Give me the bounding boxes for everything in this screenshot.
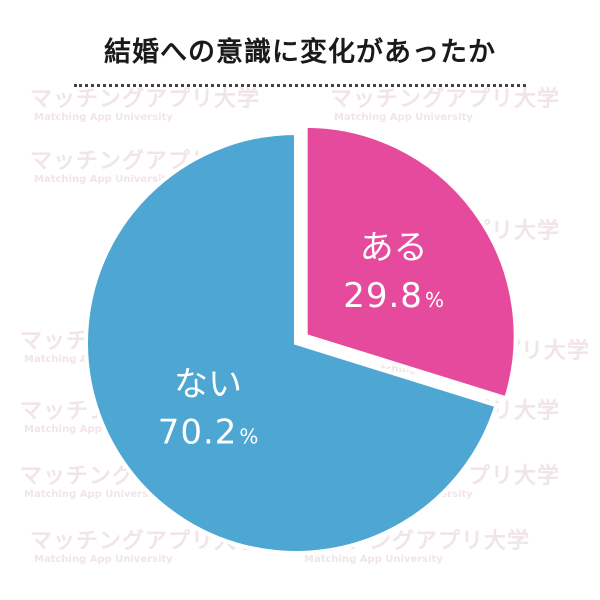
pie-slice-ない (84, 130, 500, 555)
slice-value-ない: 70.2% (158, 413, 259, 453)
title-divider (74, 84, 526, 87)
slice-label-ある: ある (360, 228, 428, 268)
slice-label-ない: ない (174, 365, 242, 405)
pie-slice-ある (303, 123, 518, 401)
chart-title: 結婚への意識に変化があったか (104, 37, 496, 68)
slice-value-ある: 29.8% (343, 276, 444, 316)
